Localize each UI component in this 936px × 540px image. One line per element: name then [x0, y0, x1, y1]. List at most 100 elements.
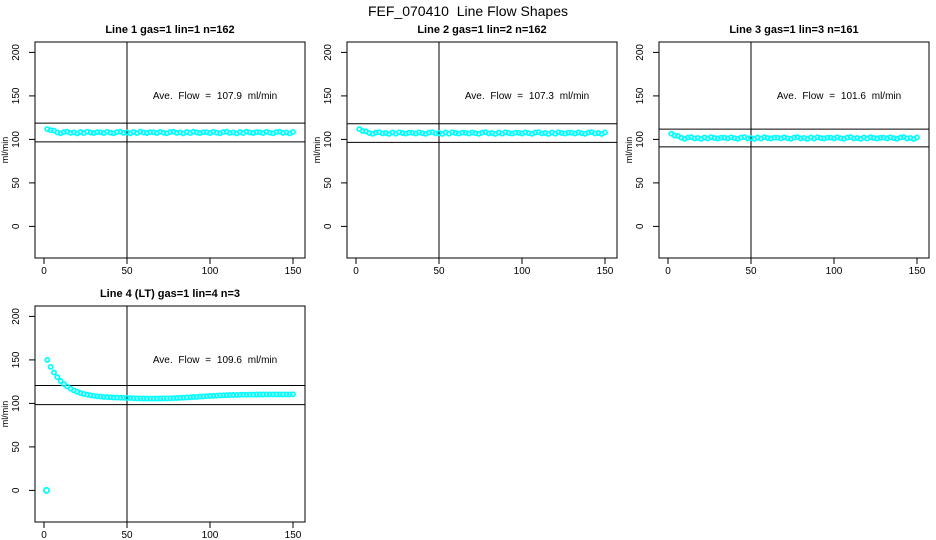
x-tick-label: 0: [41, 266, 47, 276]
data-point: [94, 129, 101, 136]
plot-box: [34, 41, 306, 259]
data-point: [565, 129, 572, 136]
data-point: [270, 391, 277, 398]
data-point: [94, 393, 101, 400]
data-point: [104, 394, 111, 401]
y-tick-label: 0: [11, 223, 22, 229]
data-point: [253, 129, 260, 136]
x-tick-label: 0: [353, 266, 359, 276]
y-tick-label: 150: [11, 87, 22, 104]
y-tick-label: 100: [635, 131, 646, 148]
data-point: [372, 129, 379, 136]
data-point: [143, 395, 150, 402]
data-point: [153, 395, 160, 402]
data-point: [286, 391, 293, 398]
data-point: [585, 129, 592, 136]
data-point: [432, 130, 439, 137]
x-tick-label: 150: [285, 266, 302, 276]
data-point: [177, 394, 184, 401]
ave-flow-annotation: Ave. Flow = 107.9 ml/min: [153, 91, 277, 102]
data-point: [236, 391, 243, 398]
data-point: [134, 395, 140, 402]
data-point: [117, 394, 124, 401]
x-tick-label: 100: [826, 266, 843, 276]
data-point: [273, 129, 280, 136]
data-point: [240, 391, 247, 398]
data-point: [233, 391, 240, 398]
data-point: [256, 391, 263, 398]
ave-flow-annotation: Ave. Flow = 107.3 ml/min: [465, 91, 589, 102]
data-point: [718, 134, 725, 141]
panel-title: Line 1 gas=1 lin=1 n=162: [105, 24, 234, 36]
panel-line-2: Line 2 gas=1 lin=2 n=162 0 50 100 150 200 0 50 1…: [312, 24, 618, 276]
data-point: [167, 129, 174, 136]
y-tick-label: 200: [11, 308, 22, 325]
x-tick-label: 50: [745, 266, 757, 276]
data-point: [283, 391, 290, 398]
data-point: [137, 395, 144, 402]
data-point: [183, 394, 190, 401]
y-tick-label: 200: [11, 44, 22, 61]
data-point: [260, 391, 267, 398]
data-point: [220, 129, 227, 136]
x-tick-label: 50: [121, 530, 133, 540]
panel-line-3: Line 3 gas=1 lin=3 n=161 0 50 100 150 200 0 50 1…: [624, 24, 930, 276]
data-point: [210, 392, 217, 399]
data-point: [190, 394, 197, 400]
page-title: FEF_070410 Line Flow Shapes: [367, 3, 568, 19]
data-point: [157, 395, 164, 402]
data-point: [485, 130, 492, 137]
data-point: [223, 392, 230, 399]
data-point: [124, 394, 130, 401]
panel-title: Line 4 (LT) gas=1 lin=4 n=3: [100, 288, 240, 300]
data-point: [217, 392, 223, 399]
data-point: [51, 369, 57, 376]
x-tick-label: 150: [909, 266, 926, 276]
x-tick-label: 150: [597, 266, 614, 276]
data-point: [250, 391, 257, 398]
data-point: [203, 393, 210, 400]
x-tick-label: 100: [202, 530, 219, 540]
plot-box: [34, 305, 306, 523]
plot-box: [346, 41, 618, 259]
data-point: [220, 392, 227, 399]
data-point: [47, 363, 54, 370]
y-tick-label: 0: [11, 487, 22, 493]
data-point: [54, 374, 61, 381]
data-point: [253, 391, 260, 398]
y-tick-label: 150: [323, 87, 334, 104]
data-point: [266, 391, 273, 398]
y-tick-label: 100: [11, 131, 22, 148]
data-point: [243, 391, 250, 398]
y-axis-label: ml/min: [0, 137, 10, 164]
data-point: [57, 378, 64, 384]
y-tick-label: 150: [11, 351, 22, 368]
x-tick-label: 50: [433, 266, 445, 276]
data-point: [914, 134, 920, 141]
y-tick-label: 200: [635, 44, 646, 61]
data-point: [100, 393, 107, 400]
data-point: [602, 129, 608, 136]
y-tick-label: 100: [323, 131, 334, 148]
y-tick-label: 50: [11, 177, 22, 189]
x-tick-label: 100: [514, 266, 531, 276]
ave-flow-annotation: Ave. Flow = 101.6 ml/min: [777, 91, 901, 102]
data-point: [226, 392, 233, 398]
y-axis-label: ml/min: [0, 401, 10, 428]
x-tick-label: 0: [665, 266, 671, 276]
data-point: [479, 129, 486, 136]
data-point: [170, 395, 177, 402]
data-point: [824, 134, 831, 141]
data-point: [538, 130, 545, 137]
data-point: [406, 129, 413, 136]
x-tick-label: 0: [41, 530, 47, 540]
data-point: [107, 394, 114, 401]
panel-line-4: Line 4 (LT) gas=1 lin=4 n=3 0 50 100 150 200 0…: [0, 288, 306, 540]
data-point: [127, 395, 134, 402]
data-point: [110, 394, 117, 401]
plot-box: [658, 41, 930, 259]
y-axis-label: ml/min: [312, 137, 322, 164]
x-tick-label: 100: [202, 266, 219, 276]
data-point: [877, 134, 884, 141]
data-point: [276, 391, 283, 398]
